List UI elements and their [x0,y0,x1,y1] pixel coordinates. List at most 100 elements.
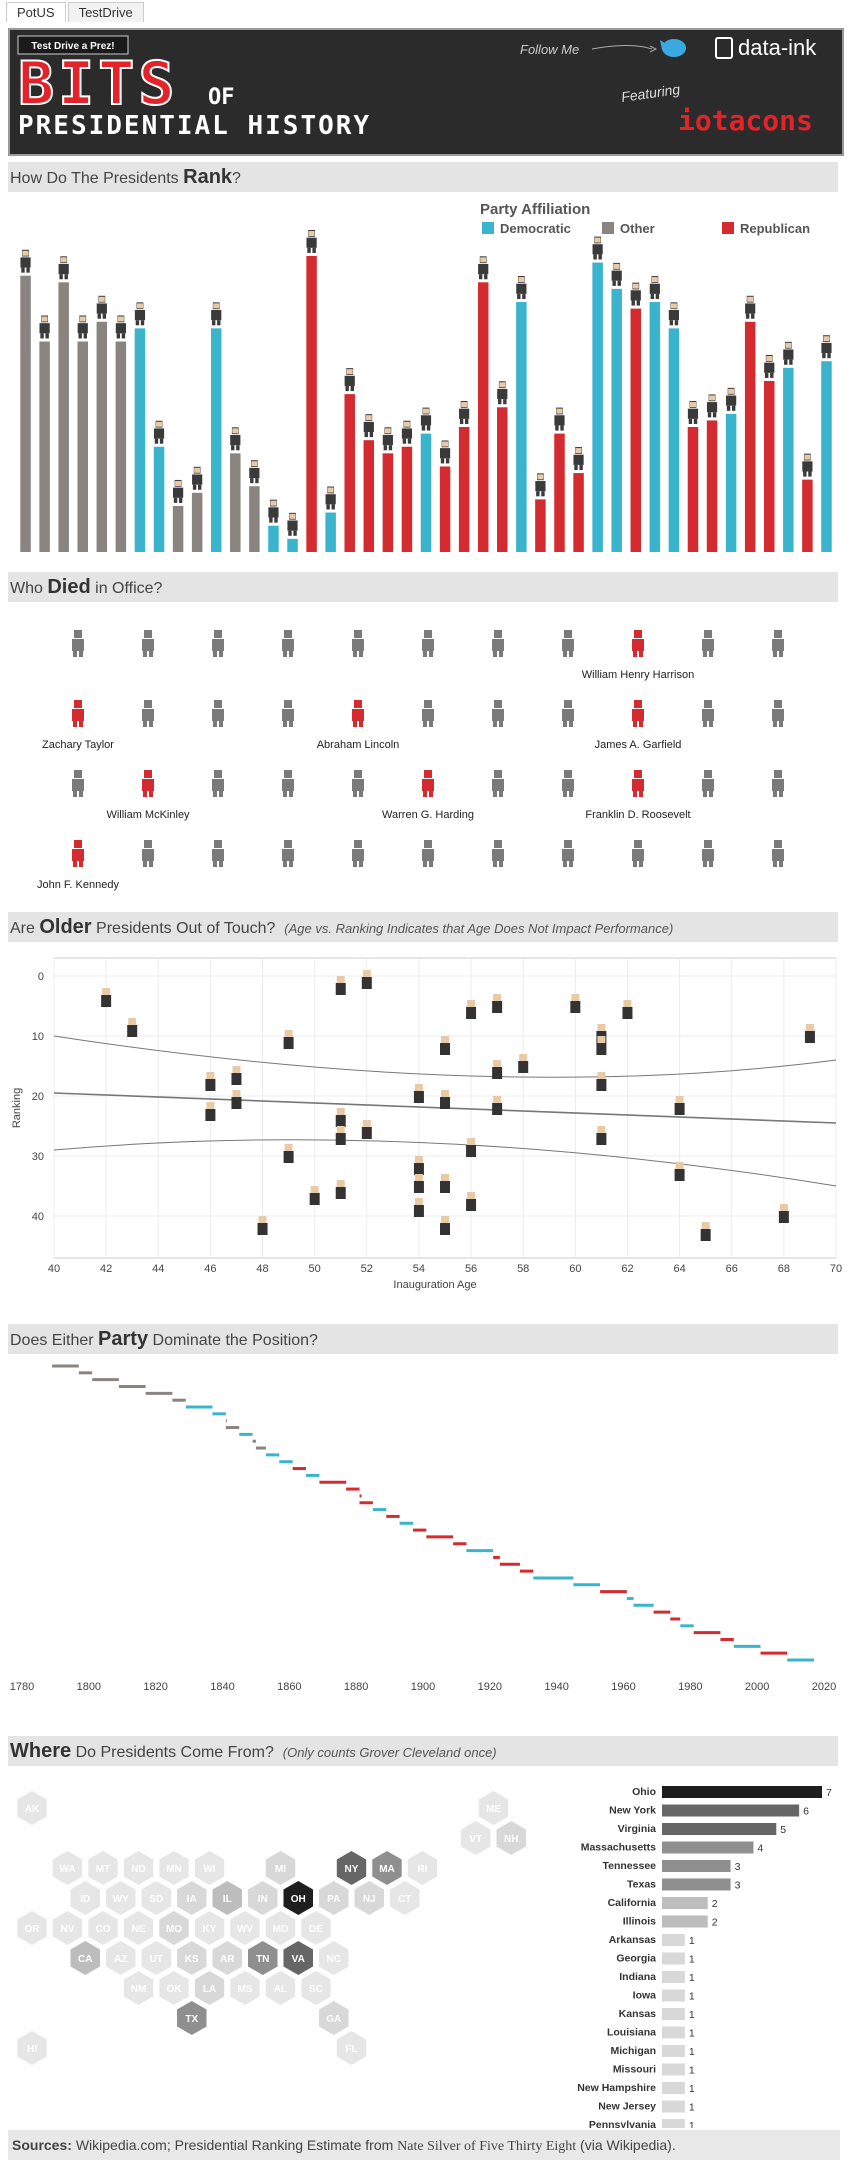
state-bar [662,2063,685,2076]
president-icon [702,840,714,867]
state-hex-ca[interactable]: CA [70,1941,101,1975]
state-bar [662,1989,685,2002]
state-hex-ct[interactable]: CT [390,1881,420,1915]
state-bar [662,1786,822,1798]
state-hex-ks[interactable]: KS [177,1941,207,1975]
state-hex-pa[interactable]: PA [319,1881,349,1915]
face-icon [709,395,716,401]
state-hex-wv[interactable]: WV [230,1911,260,1945]
state-hex-md[interactable]: MD [265,1911,296,1945]
state-hex-co[interactable]: CO [88,1911,118,1945]
state-hex-ma[interactable]: MA [372,1851,402,1885]
state-hex-ny[interactable]: NY [336,1851,367,1885]
scatter-point-icon [335,976,346,995]
state-hex-ok[interactable]: OK [159,1971,189,2005]
state-hex-ga[interactable]: GA [319,2001,349,2035]
state-hex-nh[interactable]: NH [496,1821,527,1855]
where-chart: AK ME VT NH WA MT ND MN WI MI NY MA RI ID WY SD IA IL IN OH… [17,1786,832,2128]
svg-text:IN: IN [258,1894,268,1905]
state-hex-wi[interactable]: WI [194,1851,225,1885]
state-hex-mo[interactable]: MO [159,1911,189,1945]
state-hex-wa[interactable]: WA [52,1851,83,1885]
tab-testdrive[interactable]: TestDrive [67,2,144,22]
party-timeline: 1780 1800 1820 1840 1860 1880 1900 1920 1940 1960… [10,1364,836,1693]
svg-text:WV: WV [237,1924,253,1935]
state-value: 2 [712,1898,718,1910]
state-hex-mi[interactable]: MI [265,1851,296,1885]
svg-text:VT: VT [469,1834,482,1845]
face-icon [213,303,220,309]
president-icon [562,770,574,797]
scatter-point-icon [674,1162,685,1181]
data-ink-logo[interactable]: data-ink [715,35,817,60]
face-icon [136,303,143,309]
svg-text:SD: SD [149,1894,163,1905]
state-hex-oh[interactable]: OH [283,1881,314,1915]
state-hex-de[interactable]: DE [301,1911,331,1945]
rank-bar [783,367,794,552]
state-hex-ri[interactable]: RI [407,1851,438,1885]
state-value: 1 [689,2046,695,2058]
state-hex-id[interactable]: ID [70,1881,101,1915]
state-hex-sd[interactable]: SD [141,1881,172,1915]
state-hex-ky[interactable]: KY [194,1911,225,1945]
state-hex-fl[interactable]: FL [336,2031,367,2065]
state-value: 1 [689,2120,695,2128]
died-name-label: Franklin D. Roosevelt [585,809,690,821]
state-hex-il[interactable]: IL [212,1881,243,1915]
state-value: 1 [689,2065,695,2077]
state-hex-az[interactable]: AZ [106,1941,136,1975]
state-hex-nm[interactable]: NM [123,1971,154,2005]
section-died-header: Who Died in Office? [8,572,838,602]
state-hex-nc[interactable]: NC [319,1941,349,1975]
state-value: 1 [689,1954,695,1966]
face-icon [823,336,830,342]
state-hex-in[interactable]: IN [248,1881,278,1915]
state-hex-me[interactable]: ME [478,1791,509,1825]
president-icon [702,630,714,657]
state-hex-nj[interactable]: NJ [354,1881,385,1915]
scatter-point-icon [413,1156,424,1175]
state-hex-or[interactable]: OR [17,1911,47,1945]
state-hex-mn[interactable]: MN [159,1851,189,1885]
died-president-icon [72,700,84,727]
state-label: Indiana [619,1971,656,1983]
nate-silver-link[interactable]: Nate Silver of Five Thirty Eight [397,2139,577,2154]
president-icon [352,770,364,797]
state-hex-ut[interactable]: UT [141,1941,172,1975]
svg-text:IA: IA [187,1894,197,1905]
state-hex-la[interactable]: LA [194,1971,225,2005]
state-hex-tn[interactable]: TN [248,1941,278,1975]
state-hex-nv[interactable]: NV [52,1911,83,1945]
state-hex-ne[interactable]: NE [123,1911,154,1945]
state-hex-ar[interactable]: AR [212,1941,243,1975]
tab-potus[interactable]: PotUS [6,2,66,22]
svg-text:TX: TX [185,2014,198,2025]
svg-text:NH: NH [504,1834,518,1845]
svg-text:KY: KY [203,1924,217,1935]
state-hex-vt[interactable]: VT [461,1821,491,1855]
state-hex-nd[interactable]: ND [123,1851,154,1885]
president-icon [422,700,434,727]
president-icon [212,700,224,727]
test-drive-button[interactable] [17,35,129,55]
state-hex-hi[interactable]: HI [17,2031,47,2065]
died-name-label: William McKinley [106,809,190,821]
president-icon [212,770,224,797]
state-label: Arkansas [609,1934,656,1946]
state-hex-ms[interactable]: MS [230,1971,260,2005]
y-axis-label: Ranking [11,1088,23,1128]
state-hex-mt[interactable]: MT [88,1851,118,1885]
face-icon [251,461,258,467]
state-hex-tx[interactable]: TX [177,2001,207,2035]
state-hex-al[interactable]: AL [265,1971,296,2005]
state-hex-wy[interactable]: WY [106,1881,136,1915]
state-hex-ak[interactable]: AK [17,1791,47,1825]
state-hex-ia[interactable]: IA [177,1881,207,1915]
died-president-icon [632,770,644,797]
test-drive-label[interactable]: Test Drive a Prez! [31,41,114,52]
twitter-icon[interactable] [660,39,686,57]
state-hex-va[interactable]: VA [283,1941,314,1975]
svg-text:GA: GA [326,2014,341,2025]
state-hex-sc[interactable]: SC [301,1971,331,2005]
